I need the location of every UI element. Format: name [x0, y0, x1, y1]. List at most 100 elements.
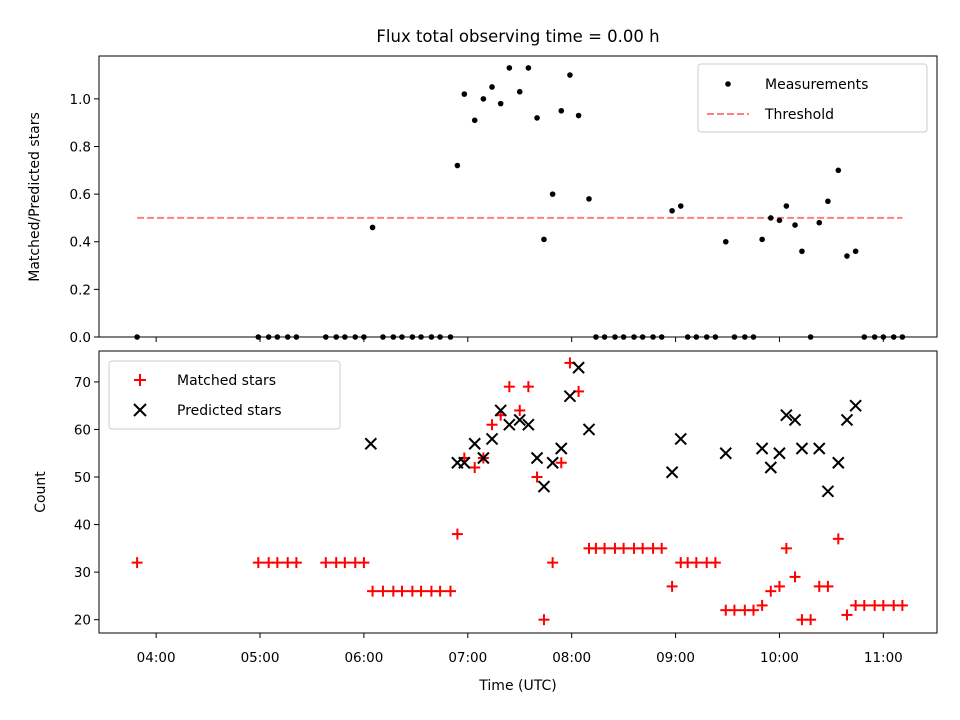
- measurement-point: [534, 115, 540, 121]
- matched-stars-point: [618, 542, 630, 554]
- matched-stars-point: [486, 419, 498, 431]
- x-tick-label: 04:00: [137, 650, 176, 666]
- legend-matched-label: Matched stars: [177, 373, 276, 389]
- predicted-stars-point: [364, 437, 378, 450]
- matched-stars-point: [469, 462, 481, 474]
- matched-stars-point: [832, 533, 844, 545]
- predicted-stars-point: [788, 413, 802, 427]
- predicted-stars-point: [840, 413, 854, 427]
- bottom-y-tick-label: 30: [74, 565, 91, 581]
- matched-stars-point: [858, 599, 870, 611]
- top-y-tick-label: 0.6: [70, 187, 91, 203]
- matched-stars-point: [656, 542, 668, 554]
- matched-stars-point: [547, 557, 559, 569]
- matched-stars-point: [780, 542, 792, 554]
- x-tick-label: 09:00: [656, 650, 695, 666]
- top-y-tick-label: 0.8: [70, 139, 91, 155]
- x-axis-label: Time (UTC): [478, 678, 556, 694]
- matched-stars-point: [252, 557, 264, 569]
- measurement-point: [799, 248, 805, 255]
- bottom-panel-frame: [98, 350, 938, 634]
- measurement-point: [792, 222, 798, 228]
- matched-stars-point: [531, 471, 543, 483]
- legend-matched-marker: [134, 374, 146, 386]
- predicted-stars-point: [468, 437, 481, 450]
- legend-measurements-label: Measurements: [765, 77, 868, 93]
- matched-stars-point: [444, 585, 456, 597]
- matched-stars-point: [503, 381, 515, 393]
- measurement-point: [489, 84, 495, 90]
- measurement-point: [461, 91, 468, 97]
- measurement-point: [852, 248, 859, 255]
- predicted-stars-point: [503, 418, 516, 431]
- x-tick-label: 05:00: [241, 650, 280, 666]
- matched-stars-point: [666, 580, 678, 592]
- measurement-point: [369, 224, 376, 231]
- matched-stars-point: [367, 585, 379, 597]
- bottom-y-tick-label: 50: [74, 470, 91, 486]
- measurement-point: [541, 236, 547, 243]
- bottom-y-tick-label: 20: [74, 613, 91, 629]
- predicted-stars-point: [719, 447, 732, 460]
- matched-stars-point: [773, 580, 785, 592]
- predicted-stars-point: [821, 485, 835, 498]
- measurement-point: [783, 203, 790, 209]
- measurement-point: [497, 100, 504, 107]
- matched-stars-point: [728, 604, 740, 616]
- matched-stars-point: [538, 614, 550, 626]
- measurement-point: [471, 117, 478, 124]
- top-y-tick-label: 0.0: [70, 330, 91, 346]
- x-tick-label: 10:00: [760, 650, 799, 666]
- bottom-legend: Matched stars Predicted stars: [108, 360, 341, 430]
- bottom-y-tick-label: 40: [74, 518, 91, 534]
- predicted-stars-point: [530, 451, 544, 465]
- top-panel-frame: [98, 55, 938, 338]
- matched-stars-point: [451, 528, 463, 540]
- measurement-point: [586, 196, 592, 202]
- predicted-stars-point: [494, 404, 507, 417]
- top-y-axis-label: Matched/Predicted stars: [27, 112, 43, 282]
- measurement-point: [480, 96, 487, 102]
- matched-stars-point: [358, 557, 370, 569]
- predicted-stars-point: [780, 408, 793, 422]
- measurement-point: [759, 236, 765, 243]
- matched-stars-point: [514, 404, 526, 416]
- measurement-point: [567, 72, 573, 78]
- top-y-tick-label: 1.0: [70, 92, 91, 108]
- predicted-stars-point: [665, 466, 679, 479]
- measurement-point: [776, 217, 783, 224]
- matched-stars-point: [555, 457, 567, 469]
- predicted-stars-point: [755, 442, 769, 455]
- predicted-stars-point: [485, 432, 499, 446]
- top-y-tick-label: 0.4: [70, 235, 91, 251]
- matched-stars-point: [747, 604, 759, 616]
- predicted-stars-point: [849, 399, 862, 412]
- measurement-point: [454, 162, 461, 169]
- predicted-stars-point: [458, 456, 471, 469]
- matched-stars-point: [415, 585, 427, 597]
- measurement-point: [677, 203, 684, 209]
- x-tick-label: 07:00: [448, 650, 487, 666]
- matched-stars-point: [377, 585, 389, 597]
- top-panel: 0.0 0.2 0.4 0.6 0.8 1.0 Matched/Predicted sta…: [27, 55, 938, 346]
- measurement-point: [516, 88, 523, 95]
- matched-stars-point: [396, 585, 408, 597]
- predicted-stars-point: [813, 442, 826, 455]
- bottom-y-tick-label: 70: [74, 375, 91, 391]
- predicted-stars-point: [832, 456, 845, 469]
- matched-stars-point: [841, 609, 853, 621]
- top-legend: Measurements Threshold: [697, 63, 928, 133]
- legend-threshold-label: Threshold: [764, 107, 834, 123]
- bottom-panel: 20 30 40 50 60 70 Count Matched stars Predict…: [33, 350, 938, 694]
- predicted-stars-point: [513, 413, 526, 427]
- bottom-y-axis-label: Count: [33, 471, 49, 513]
- measurement-point: [844, 253, 850, 259]
- measurement-point: [669, 207, 675, 214]
- measurement-point: [506, 65, 513, 71]
- measurement-point: [722, 238, 729, 245]
- measurement-point: [575, 112, 582, 119]
- matched-stars-point: [765, 585, 777, 597]
- predicted-stars-point: [477, 451, 490, 465]
- predicted-stars-point: [572, 361, 585, 374]
